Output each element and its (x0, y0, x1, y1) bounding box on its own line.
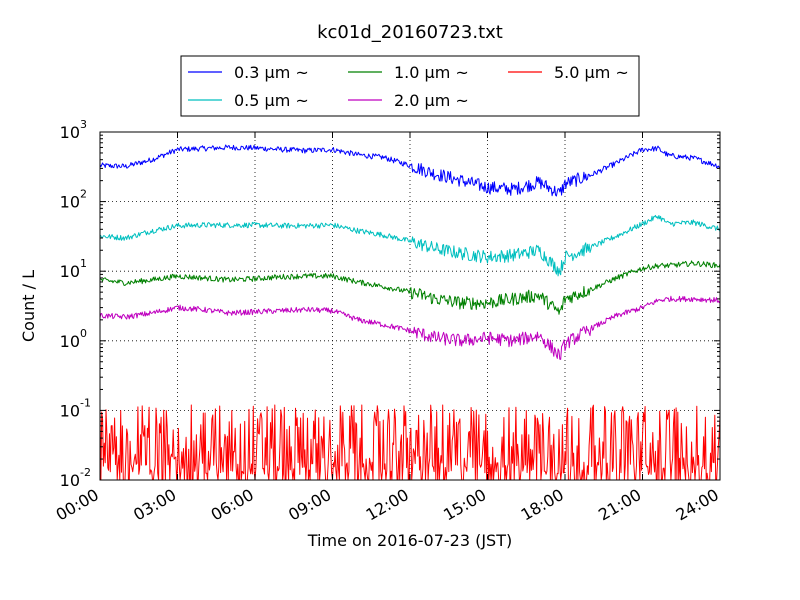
y-axis-label: Count / L (19, 270, 38, 342)
series-line (99, 144, 721, 197)
y-tick-exponent: 2 (80, 188, 87, 201)
y-tick-mantissa: 10 (60, 193, 80, 212)
legend-box (180, 55, 640, 117)
y-tick-label: 10 -2 (60, 466, 91, 490)
series-line (99, 214, 721, 277)
legend-entry: 2.0 µm ~ (348, 91, 469, 110)
y-tick-mantissa: 10 (60, 471, 80, 490)
legend-entry: 5.0 µm ~ (508, 63, 629, 82)
legend: 0.3 µm ~ 0.5 µm ~ 1.0 µm ~ 2.0 µm ~ 5.0 µm ~ (180, 55, 640, 117)
legend-label: 2.0 µm ~ (394, 91, 469, 110)
y-tick-exponent: 1 (80, 257, 87, 270)
axis-ticks (99, 131, 721, 481)
y-tick-label: 10 1 (60, 257, 87, 281)
x-axis-label: Time on 2016-07-23 (JST) (307, 531, 512, 550)
legend-entry: 0.5 µm ~ (188, 91, 309, 110)
legend-label: 5.0 µm ~ (554, 63, 629, 82)
legend-label: 1.0 µm ~ (394, 63, 469, 82)
y-tick-mantissa: 10 (60, 123, 80, 142)
y-tick-mantissa: 10 (60, 401, 80, 420)
legend-entry: 1.0 µm ~ (348, 63, 469, 82)
legend-label: 0.3 µm ~ (234, 63, 309, 82)
y-tick-mantissa: 10 (60, 332, 80, 351)
y-tick-mantissa: 10 (60, 262, 80, 281)
grid (100, 132, 720, 480)
series-line (99, 260, 721, 315)
y-tick-label: 10 3 (60, 118, 87, 142)
chart-title: kc01d_20160723.txt (317, 22, 503, 43)
y-tick-exponent: 3 (80, 118, 87, 131)
y-tick-exponent: -1 (80, 396, 91, 409)
series-line (99, 295, 721, 360)
y-tick-label: 10 0 (60, 327, 87, 351)
legend-entry: 0.3 µm ~ (188, 63, 309, 82)
legend-label: 0.5 µm ~ (234, 91, 309, 110)
y-tick-exponent: 0 (80, 327, 87, 340)
y-tick-label: 10 -1 (60, 396, 91, 420)
y-tick-label: 10 2 (60, 188, 87, 212)
y-tick-exponent: -2 (80, 466, 91, 479)
